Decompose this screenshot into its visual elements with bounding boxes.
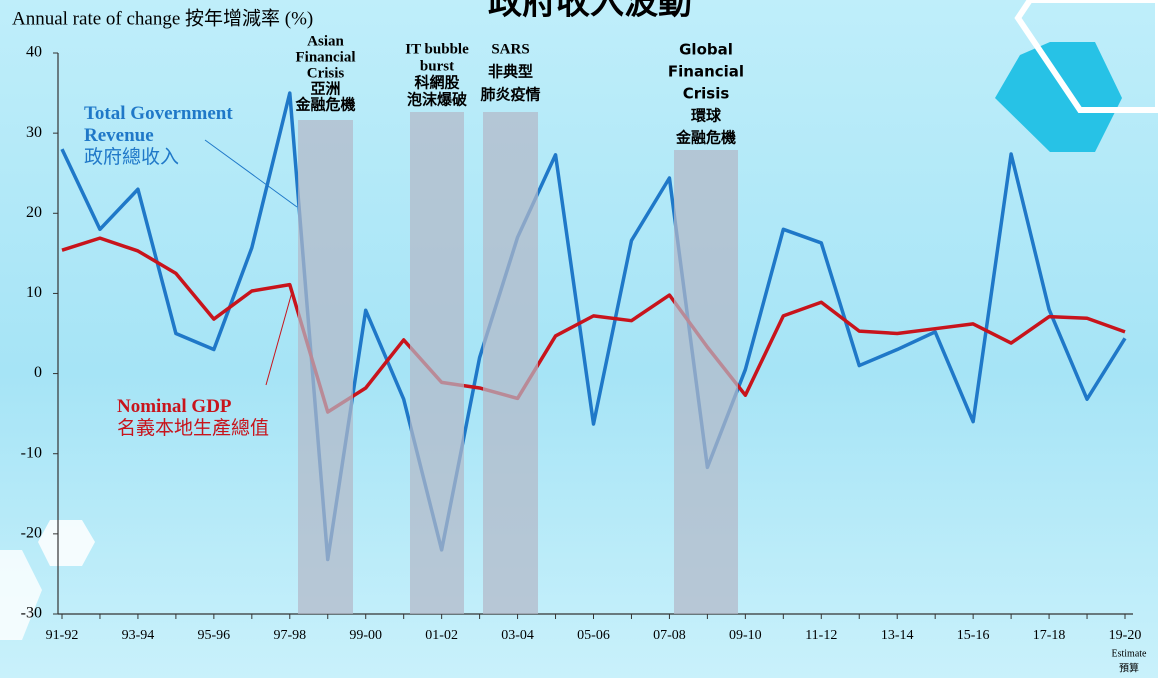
y-tick-label: -10: [21, 444, 42, 461]
x-tick-label: 91-92: [46, 628, 79, 643]
y-tick-label: 0: [34, 364, 42, 381]
y-axis-title: Annual rate of change 按年增減率 (%): [12, 7, 313, 29]
leader-line: [204, 139, 298, 208]
crisis-label: Crisis: [307, 65, 345, 81]
crisis-band: [410, 112, 464, 614]
hexagon-decoration: [0, 550, 42, 640]
crisis-label: 金融危機: [294, 95, 355, 113]
x-tick-label: 11-12: [805, 628, 837, 643]
hexagon-decoration: [38, 520, 95, 566]
x-tick-label: 05-06: [577, 628, 610, 643]
crisis-label: Crisis: [683, 85, 730, 103]
x-tick-label: 19-20: [1109, 628, 1142, 643]
x-tick-label: 93-94: [122, 628, 155, 643]
x-tick-label: 99-00: [349, 628, 382, 643]
y-tick-label: -20: [21, 525, 42, 542]
series-name-zh: 名義本地生產總值: [117, 418, 270, 439]
crisis-band: [298, 120, 353, 614]
y-tick-label: 40: [26, 44, 42, 61]
crisis-label: 金融危機: [675, 129, 736, 147]
series-line: [61, 236, 1126, 414]
crisis-label: 泡沫爆破: [407, 90, 467, 108]
hexagon-decoration: [995, 42, 1122, 152]
x-tick-label: 95-96: [198, 628, 231, 643]
crisis-label: Financial: [295, 49, 355, 65]
crisis-label: burst: [420, 58, 454, 74]
x-tick-label: 17-18: [1033, 628, 1066, 643]
crisis-label: SARS: [491, 41, 529, 57]
x-tick-label: 97-98: [273, 628, 306, 643]
crisis-label: Asian: [307, 33, 344, 49]
x-tick-note: Estimate: [1112, 648, 1148, 659]
series-line: [60, 91, 1127, 562]
crisis-band: [483, 112, 538, 614]
crisis-label: 亞洲: [310, 80, 340, 97]
x-tick-label: 13-14: [881, 628, 914, 643]
y-tick-label: -30: [21, 605, 42, 622]
x-tick-label: 09-10: [729, 628, 762, 643]
leader-line: [265, 291, 293, 386]
series-name-zh: 政府總收入: [84, 147, 180, 168]
crisis-label: 非典型: [488, 62, 533, 80]
x-tick-label: 15-16: [957, 628, 990, 643]
y-tick-label: 30: [26, 124, 42, 141]
chart-title: 政府收入波動: [488, 0, 692, 23]
y-tick-label: 20: [26, 204, 42, 221]
crisis-label: 環球: [691, 107, 722, 125]
series-name: Total Government Revenue: [84, 103, 233, 146]
crisis-label: Global: [679, 41, 733, 59]
y-tick-label: 10: [26, 284, 42, 301]
crisis-label: IT bubble: [405, 41, 469, 57]
x-tick-label: 03-04: [501, 628, 534, 643]
x-tick-label: 01-02: [425, 628, 458, 643]
crisis-band: [674, 150, 738, 614]
series-label: Nominal GDP 名義本地生產總值: [117, 396, 327, 440]
hexagon-outline: [1014, 0, 1158, 113]
crisis-label: Financial: [668, 63, 744, 81]
series-name: Nominal GDP: [117, 396, 232, 417]
x-tick-note: 預算: [1119, 661, 1139, 674]
x-tick-label: 07-08: [653, 628, 686, 643]
crisis-label: 肺炎疫情: [480, 85, 540, 103]
series-label: Total Government Revenue 政府總收入: [84, 103, 274, 169]
crisis-label: 科網股: [414, 73, 460, 91]
